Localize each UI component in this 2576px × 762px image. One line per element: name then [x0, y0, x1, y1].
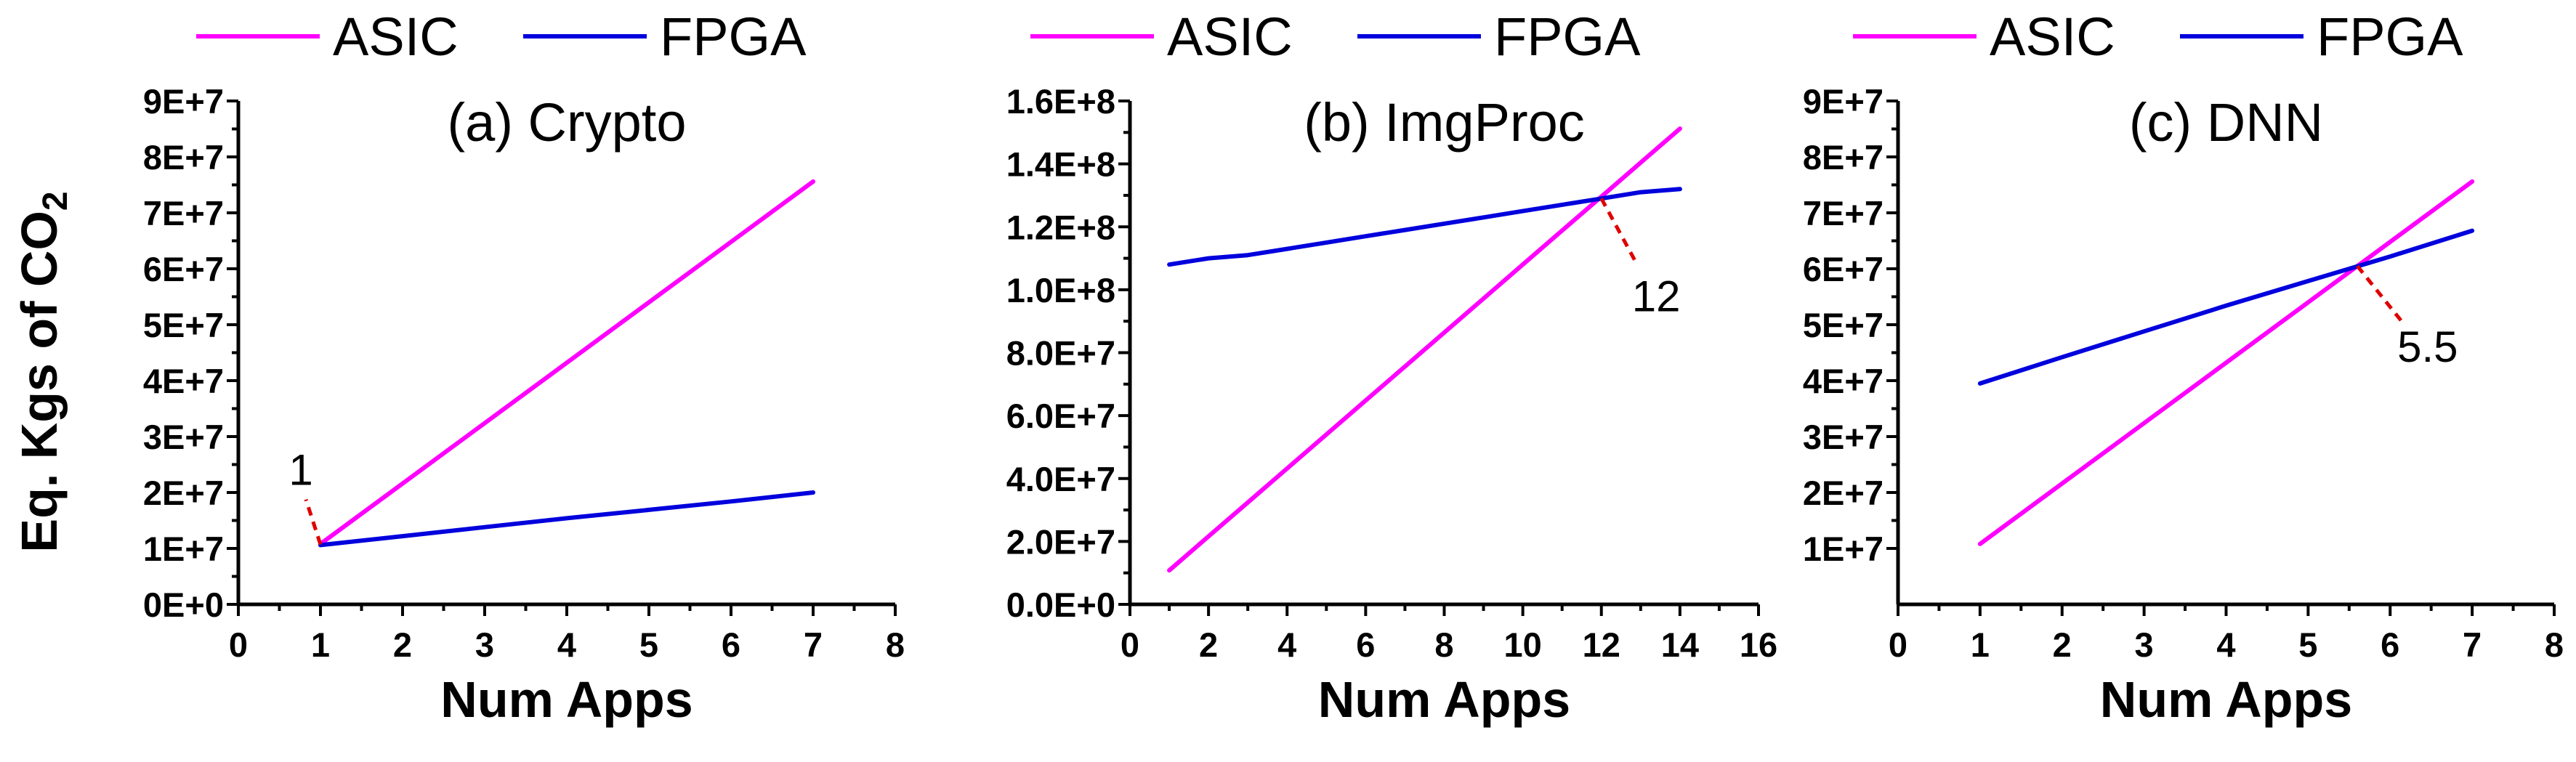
x-tick-label: 12	[1583, 625, 1620, 664]
legend-label-fpga: FPGA	[660, 7, 807, 67]
x-tick-label: 0	[229, 625, 248, 664]
y-tick-label: 9E+7	[1803, 82, 1883, 121]
x-tick-label: 6	[722, 625, 740, 664]
x-tick-label: 16	[1740, 625, 1777, 664]
x-tick-label: 7	[2463, 625, 2482, 664]
chart-panel-2: ASIC FPGA 0.0E+0 2.0E+7 4.0E+7 6.0E+7 8.0E+7 1.…	[1006, 7, 1777, 728]
x-tick-label: 3	[475, 625, 494, 664]
y-tick-label: 1.0E+8	[1006, 271, 1115, 309]
x-tick-label: 0	[1121, 625, 1139, 664]
x-axis-label: Num Apps	[440, 671, 693, 728]
x-tick-label: 1	[1971, 625, 1990, 664]
x-tick-label: 6	[1356, 625, 1375, 664]
y-tick-label: 6.0E+7	[1006, 397, 1115, 435]
annotation-label: 5.5	[2397, 323, 2458, 371]
y-tick-label: 3E+7	[1803, 418, 1883, 456]
series-line-fpga	[1977, 228, 2475, 386]
y-axis-label-main: Eq. Kgs of CO	[11, 211, 68, 553]
y-tick-label: 0E+0	[143, 585, 224, 624]
chart-panel-3: ASIC FPGA 1E+7 2E+7 3E+7 4E+7 5E+7 6E+7 7E+7 8E+7…	[1803, 7, 2564, 728]
x-tick-label: 2	[1199, 625, 1218, 664]
x-tick-label: 4	[2216, 625, 2235, 664]
chart-panel-1: ASIC FPGA 0E+0 1E+7 2E+7 3E+7 4E+7 5E+7 6E+7 7E+7…	[143, 7, 905, 728]
series-line-fpga	[1167, 187, 1682, 267]
y-tick-label: 4E+7	[1803, 362, 1883, 400]
x-tick-label: 2	[393, 625, 412, 664]
y-tick-label: 1E+7	[143, 530, 224, 568]
x-tick-label: 4	[1277, 625, 1296, 664]
y-tick-label: 2E+7	[1803, 474, 1883, 512]
legend-label-asic: ASIC	[333, 7, 459, 67]
x-axis-label: Num Apps	[2100, 671, 2352, 728]
x-tick-label: 5	[639, 625, 658, 664]
y-tick-label: 1.4E+8	[1006, 145, 1115, 184]
x-tick-label: 5	[2298, 625, 2317, 664]
legend-label-fpga: FPGA	[1494, 7, 1641, 67]
y-tick-label: 3E+7	[143, 418, 224, 456]
y-tick-label: 7E+7	[143, 194, 224, 232]
series-line-asic	[1167, 126, 1682, 573]
series-line-asic	[1977, 179, 2475, 546]
y-tick-label: 1.6E+8	[1006, 82, 1115, 121]
y-tick-label: 9E+7	[143, 82, 224, 121]
x-tick-label: 14	[1661, 625, 1699, 664]
x-tick-label: 4	[557, 625, 576, 664]
x-tick-label: 0	[1889, 625, 1907, 664]
panel-title: (b) ImgProc	[1304, 92, 1585, 153]
legend: ASIC FPGA	[1853, 7, 2463, 67]
panel-title: (c) DNN	[2129, 92, 2323, 153]
x-axis-label: Num Apps	[1318, 671, 1570, 728]
figure-y-axis-label: Eq. Kgs of CO2	[11, 191, 75, 552]
y-tick-label: 8E+7	[1803, 138, 1883, 177]
legend-label-fpga: FPGA	[2317, 7, 2463, 67]
y-tick-label: 5E+7	[143, 306, 224, 344]
y-tick-label: 8E+7	[143, 138, 224, 177]
annotation-label: 12	[1632, 272, 1681, 320]
y-tick-label: 1E+7	[1803, 530, 1883, 568]
y-tick-label: 0.0E+0	[1006, 585, 1115, 624]
annotation-leader-line	[2356, 264, 2403, 322]
legend-label-asic: ASIC	[1167, 7, 1293, 67]
y-tick-label: 1.2E+8	[1006, 208, 1115, 246]
x-tick-label: 8	[886, 625, 905, 664]
y-axis-label-subscript: 2	[36, 191, 75, 211]
y-tick-label: 8.0E+7	[1006, 334, 1115, 373]
series-line-fpga	[318, 490, 815, 548]
y-tick-label: 7E+7	[1803, 194, 1883, 232]
y-tick-label: 4E+7	[143, 362, 224, 400]
legend: ASIC FPGA	[196, 7, 807, 67]
y-tick-label: 5E+7	[1803, 306, 1883, 344]
x-tick-label: 10	[1503, 625, 1541, 664]
x-tick-label: 3	[2135, 625, 2154, 664]
annotation-leader-line	[1599, 198, 1636, 262]
y-tick-label: 6E+7	[143, 250, 224, 288]
legend: ASIC FPGA	[1030, 7, 1641, 67]
x-tick-label: 1	[311, 625, 330, 664]
y-tick-label: 6E+7	[1803, 250, 1883, 288]
chart-panels: ASIC FPGA 0E+0 1E+7 2E+7 3E+7 4E+7 5E+7 6E+7 7E+7…	[143, 7, 2564, 728]
y-tick-label: 2E+7	[143, 474, 224, 512]
annotation-leader-line	[304, 498, 323, 546]
x-tick-label: 7	[804, 625, 823, 664]
y-tick-label: 4.0E+7	[1006, 460, 1115, 498]
panel-title: (a) Crypto	[448, 92, 687, 153]
y-tick-label: 2.0E+7	[1006, 522, 1115, 561]
x-tick-label: 6	[2381, 625, 2399, 664]
legend-label-asic: ASIC	[1990, 7, 2115, 67]
x-tick-label: 8	[2545, 625, 2564, 664]
series-line-asic	[318, 179, 815, 546]
x-tick-label: 2	[2053, 625, 2072, 664]
x-tick-label: 8	[1434, 625, 1453, 664]
annotation-label: 1	[288, 446, 312, 495]
